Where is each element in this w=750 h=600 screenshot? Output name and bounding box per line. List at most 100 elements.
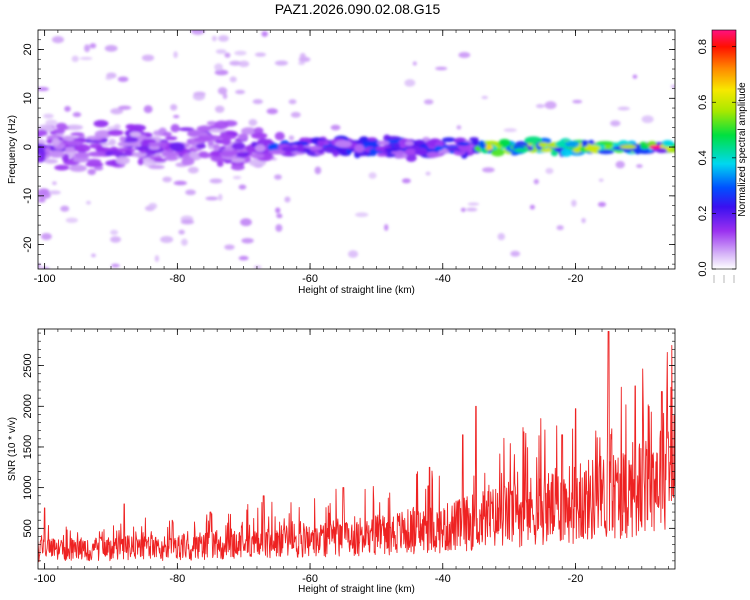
heatmap-speck (110, 229, 119, 235)
heatmap-cell (164, 156, 179, 161)
heatmap-speck (43, 113, 54, 119)
heatmap-speck (60, 205, 70, 212)
heatmap-speck (109, 236, 122, 243)
heatmap-speck (211, 35, 217, 42)
heatmap-cell (457, 143, 472, 152)
heatmap-cell (524, 136, 543, 145)
heatmap-speck (217, 87, 228, 95)
snr-x-tick-label: -60 (302, 573, 318, 585)
heatmap-cell (129, 131, 141, 137)
heatmap-cell (125, 142, 142, 147)
heatmap-speck (254, 52, 267, 57)
heatmap-speck (214, 69, 229, 76)
heatmap-cell (251, 141, 258, 147)
heatmap-speck (232, 175, 242, 180)
heatmap-speck (110, 108, 124, 115)
heatmap-speck (117, 76, 129, 82)
heatmap-speck (240, 218, 252, 227)
heatmap-cell (253, 127, 264, 135)
heatmap-y-tick-label: -10 (22, 188, 34, 204)
heatmap-cell (209, 150, 222, 157)
snr-x-tick-label: -20 (568, 573, 584, 585)
heatmap-cell (125, 123, 136, 130)
heatmap-cell (198, 151, 209, 158)
heatmap-speck (87, 168, 96, 176)
heatmap-cell (88, 151, 106, 157)
heatmap-cell (250, 153, 265, 159)
colorbar-tick-label: 0.4 (697, 150, 709, 165)
heatmap-speck (456, 125, 462, 130)
colorbar (711, 29, 737, 270)
heatmap-speck (274, 60, 289, 66)
heatmap-speck (170, 104, 178, 111)
heatmap-speck (368, 172, 377, 179)
heatmap-speck (111, 263, 120, 268)
heatmap-speck (187, 166, 199, 174)
heatmap-speck (261, 31, 268, 37)
heatmap-cell (597, 149, 615, 155)
heatmap-cell (354, 144, 365, 153)
heatmap-cell (148, 145, 160, 150)
heatmap-cell (132, 151, 147, 158)
heatmap-speck (173, 115, 180, 119)
heatmap-speck (118, 105, 132, 110)
snr-y-tick-label: 1500 (22, 435, 34, 459)
heatmap-speck (610, 120, 621, 127)
heatmap-cell (231, 157, 246, 163)
heatmap-cell (584, 145, 601, 151)
heatmap-speck (535, 104, 545, 109)
heatmap-speck (173, 180, 188, 186)
heatmap-cell (86, 158, 102, 165)
heatmap-speck (275, 207, 281, 214)
snr-x-tick-label: -80 (169, 573, 185, 585)
heatmap-speck (290, 111, 301, 118)
heatmap-speck (209, 178, 223, 184)
heatmap-cell (137, 158, 144, 166)
heatmap-speck (384, 224, 389, 231)
heatmap-cell (474, 146, 482, 152)
heatmap-speck (641, 115, 654, 124)
heatmap-cell (148, 164, 165, 170)
heatmap-cell (196, 125, 212, 132)
heatmap-cell (478, 140, 486, 149)
heatmap-speck (108, 138, 116, 146)
heatmap-speck (38, 86, 49, 92)
heatmap-cell (74, 144, 91, 153)
heatmap-speck (615, 160, 625, 169)
heatmap-cell (414, 139, 425, 144)
snr-y-tick-label: 1000 (22, 475, 34, 499)
heatmap-cell (69, 164, 87, 172)
heatmap-cell (52, 128, 66, 134)
heatmap-speck (598, 178, 604, 182)
heatmap-speck (482, 167, 495, 173)
heatmap-speck (192, 92, 206, 101)
heatmap-cell (514, 148, 530, 153)
figure-title: PAZ1.2026.090.02.08.G15 (274, 1, 441, 17)
heatmap-cell (170, 124, 180, 133)
heatmap-cell (162, 131, 172, 137)
colorbar-tick-label: 0.8 (697, 39, 709, 54)
heatmap-cell (65, 140, 83, 146)
heatmap-speck (423, 99, 434, 105)
heatmap-speck (401, 178, 411, 184)
heatmap-plot-frame (37, 29, 676, 270)
heatmap-cell (565, 140, 580, 148)
snr-y-tick-label: 500 (22, 519, 34, 537)
heatmap-speck (617, 106, 630, 111)
heatmap-cell (538, 142, 549, 148)
snr-x-tick-label: -100 (34, 573, 56, 585)
heatmap-speck (481, 95, 489, 100)
heatmap-speck (65, 217, 78, 223)
heatmap-cell (394, 153, 408, 159)
heatmap-speck (218, 193, 223, 201)
heatmap-cell (404, 148, 417, 156)
heatmap-cell (162, 151, 179, 157)
heatmap-y-tick-label: -20 (22, 237, 34, 253)
heatmap-speck (45, 119, 58, 126)
heatmap-speck (180, 219, 195, 225)
heatmap-speck (347, 250, 359, 258)
heatmap-speck (185, 189, 196, 196)
heatmap-speck (215, 49, 227, 54)
heatmap-speck (252, 99, 263, 105)
